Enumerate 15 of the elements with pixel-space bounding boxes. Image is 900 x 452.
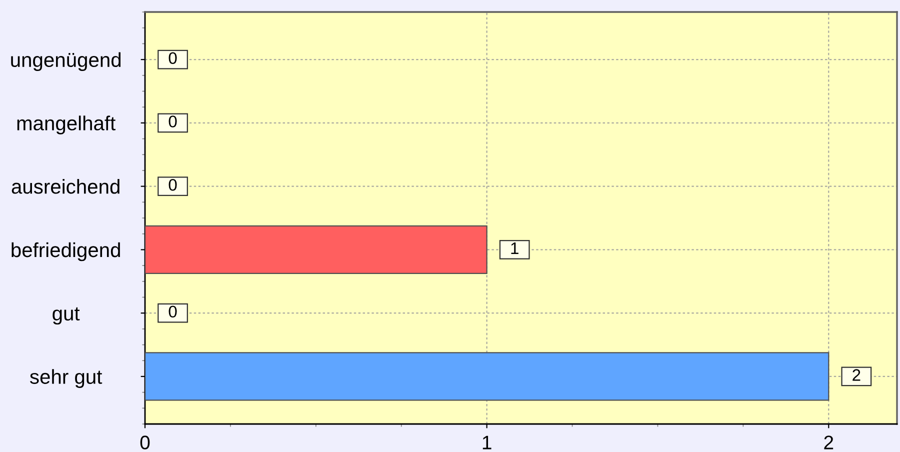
data-label: 0: [168, 52, 177, 64]
data-label: 2: [852, 369, 860, 381]
y-tick-label: sehr gut: [30, 369, 102, 388]
data-label: 0: [168, 178, 177, 191]
x-tick-label: 1: [482, 436, 492, 450]
data-label: 1: [511, 242, 518, 254]
y-tick-label: ausreichend: [12, 179, 120, 194]
x-tick-label: 0: [140, 436, 150, 450]
y-tick-label: gut: [52, 307, 80, 325]
y-tick-label: mangelhaft: [17, 116, 116, 134]
x-tick-label: 2: [824, 436, 834, 450]
y-tick-label: befriedigend: [12, 242, 120, 262]
data-label: 0: [168, 306, 177, 318]
y-tick-label: ungenügend: [11, 52, 121, 72]
data-label: 0: [168, 116, 177, 128]
